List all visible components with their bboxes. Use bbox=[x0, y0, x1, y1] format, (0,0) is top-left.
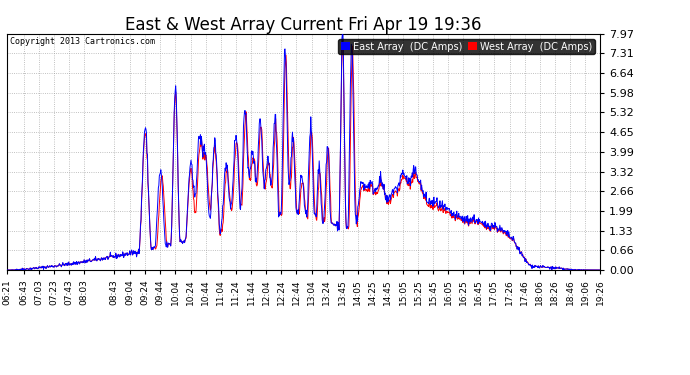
Title: East & West Array Current Fri Apr 19 19:36: East & West Array Current Fri Apr 19 19:… bbox=[126, 16, 482, 34]
Text: Copyright 2013 Cartronics.com: Copyright 2013 Cartronics.com bbox=[10, 37, 155, 46]
Legend: East Array  (DC Amps), West Array  (DC Amps): East Array (DC Amps), West Array (DC Amp… bbox=[338, 39, 595, 54]
